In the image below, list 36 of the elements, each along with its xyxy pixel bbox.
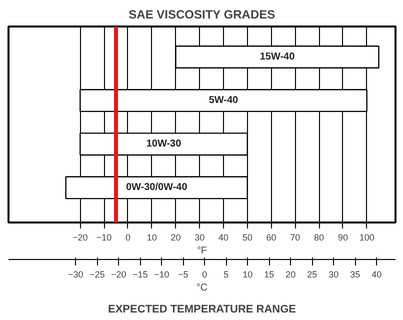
x2-tick-label: 0	[202, 270, 208, 280]
x-tick-label: −20	[72, 232, 88, 242]
x-axis-title: °F	[196, 246, 208, 256]
chart-title: SAE VISCOSITY GRADES	[128, 8, 276, 22]
x2-tick-label: −25	[89, 270, 105, 280]
x2-tick-label: 10	[242, 270, 253, 280]
x2-tick-label: −10	[154, 270, 170, 280]
x-tick-label: 40	[218, 232, 229, 242]
x2-tick-label: 15	[264, 270, 274, 280]
y-tick-label: 5W-40	[208, 95, 239, 106]
x-tick-label: 60	[266, 232, 276, 242]
x-tick-label: 30	[194, 232, 205, 242]
x-tick-label: 20	[170, 232, 181, 242]
x-tick-label: 100	[359, 232, 374, 242]
y-tick-label: 0W-30/0W-40	[126, 182, 188, 194]
y-tick-label: 10W-30	[146, 138, 182, 150]
x-tick-label: 70	[290, 232, 300, 242]
x-tick-label: 80	[314, 232, 324, 242]
x2-tick-label: −15	[132, 270, 148, 280]
x2-tick-label: 20	[286, 270, 296, 280]
x-tick-label: 50	[242, 232, 252, 242]
x2-axis-title: °C	[196, 282, 208, 294]
x2-tick-label: 35	[350, 270, 360, 280]
x-tick-label: 0	[125, 232, 130, 242]
text: EXPECTED TEMPERATURE RANGE	[108, 304, 296, 316]
x-tick-label: 90	[338, 232, 348, 242]
x2-tick-label: −30	[68, 270, 84, 280]
x2-tick-label: −20	[110, 270, 126, 280]
x-tick-label: −10	[96, 232, 112, 242]
x2-tick-label: 25	[307, 270, 318, 280]
x2-tick-label: −5	[178, 270, 188, 280]
x2-tick-label: 5	[224, 270, 229, 280]
x-tick-label: 10	[146, 232, 157, 242]
x2-tick-label: 30	[328, 270, 339, 280]
x2-tick-label: 40	[372, 270, 382, 280]
y-tick-label: 15W-40	[260, 51, 296, 62]
